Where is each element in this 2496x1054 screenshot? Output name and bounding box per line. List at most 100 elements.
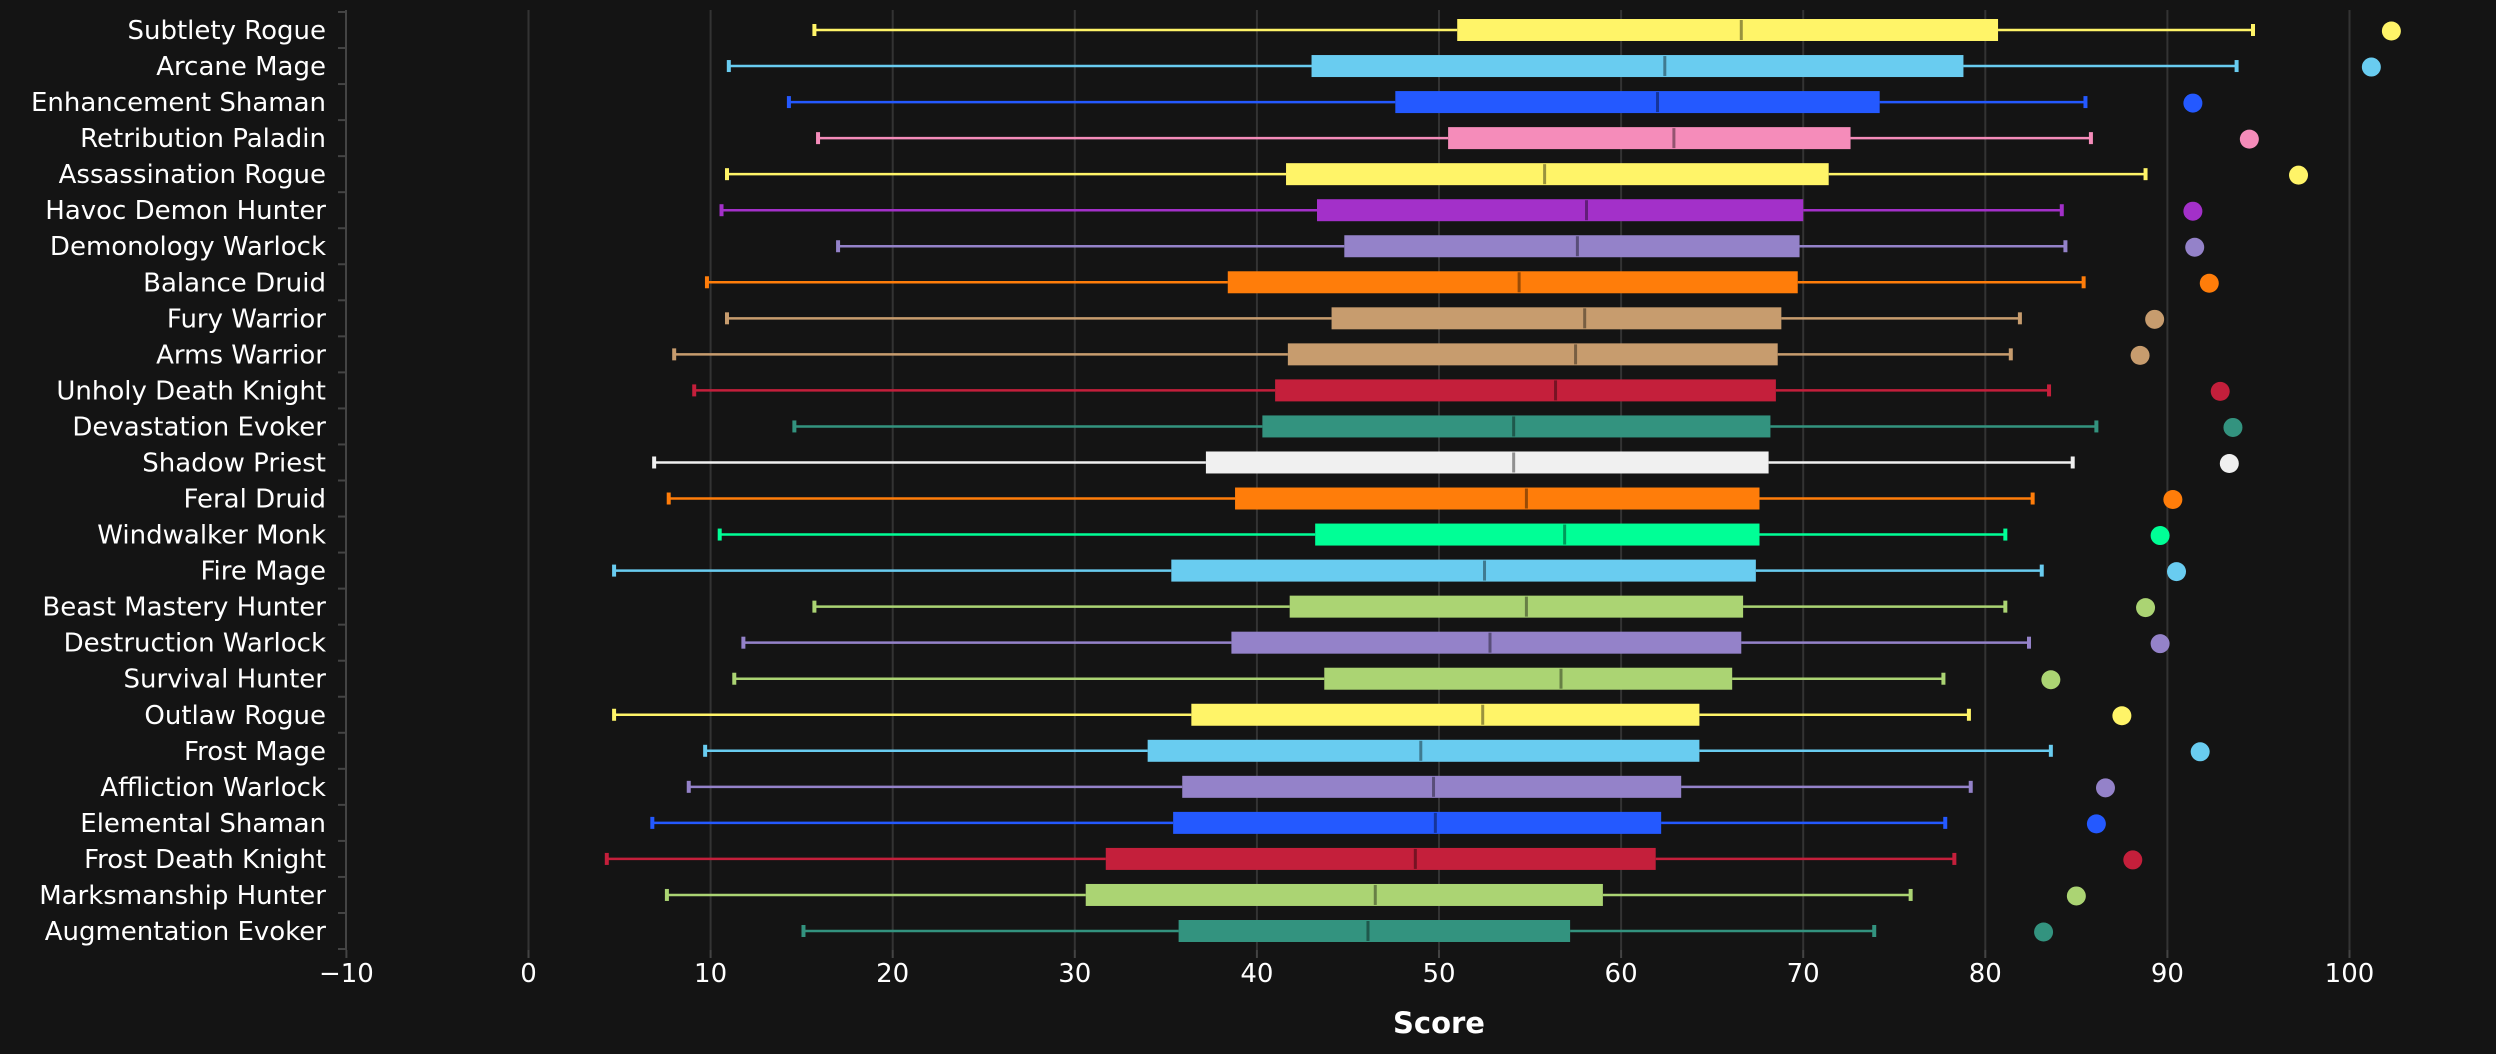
box-beast-mastery-hunter <box>812 595 2156 618</box>
iqr-box <box>1331 307 1782 330</box>
box-outlaw-rogue <box>612 703 2132 726</box>
x-tick-label: 0 <box>520 959 537 989</box>
top-score-point <box>2112 706 2132 726</box>
top-score-point <box>2381 21 2401 41</box>
iqr-box <box>1227 271 1798 294</box>
box-destruction-warlock <box>741 631 2170 654</box>
top-score-point <box>2210 381 2230 401</box>
top-score-point <box>2130 345 2150 365</box>
iqr-box <box>1262 415 1771 438</box>
iqr-box <box>1235 487 1760 510</box>
y-axis-ticks <box>338 10 346 951</box>
iqr-box <box>1315 523 1760 546</box>
x-tick-label: 50 <box>1422 959 1455 989</box>
iqr-box <box>1173 811 1662 834</box>
box-arcane-mage <box>726 55 2381 78</box>
iqr-box <box>1287 343 1778 366</box>
top-score-point <box>2041 670 2061 690</box>
iqr-box <box>1286 163 1829 186</box>
top-score-point <box>2034 922 2054 942</box>
top-score-point <box>2086 814 2106 834</box>
top-score-point <box>2183 201 2203 221</box>
iqr-box <box>1147 739 1700 762</box>
top-score-point <box>2223 417 2243 437</box>
x-tick-label: 90 <box>2151 959 2184 989</box>
top-score-point <box>2150 634 2170 654</box>
x-tick-label: 40 <box>1240 959 1273 989</box>
category-label: Havoc Demon Hunter <box>45 196 326 226</box>
box-fire-mage <box>612 559 2187 582</box>
category-label: Marksmanship Hunter <box>39 881 326 911</box>
iqr-box <box>1457 19 1999 41</box>
box-havoc-demon-hunter <box>719 199 2203 222</box>
box-retribution-paladin <box>816 127 2259 150</box>
box-devastation-evoker <box>792 415 2243 438</box>
box-affliction-warlock <box>686 775 2115 798</box>
category-label: Arms Warrior <box>156 340 326 370</box>
y-axis-category-labels: Subtlety Rogue Arcane Mage Enhancement Sha… <box>31 16 326 947</box>
box-arms-warrior <box>672 343 2150 366</box>
iqr-box <box>1105 847 1656 870</box>
category-label: Windwalker Monk <box>97 521 326 551</box>
iqr-box <box>1311 55 1964 78</box>
top-score-point <box>2136 598 2156 618</box>
category-label: Unholy Death Knight <box>56 376 326 406</box>
box-frost-death-knight <box>604 847 2143 870</box>
iqr-box <box>1085 883 1603 906</box>
box-marksmanship-hunter <box>664 883 2086 906</box>
category-label: Demonology Warlock <box>50 232 326 262</box>
boxes <box>604 19 2401 942</box>
box-demonology-warlock <box>836 235 2205 258</box>
box-assassination-rogue <box>724 163 2309 186</box>
top-score-point <box>2066 886 2086 906</box>
iqr-box <box>1178 920 1571 942</box>
box-unholy-death-knight <box>692 379 2230 402</box>
top-score-point <box>2239 129 2259 149</box>
x-tick-label: 80 <box>1969 959 2002 989</box>
iqr-box <box>1205 451 1769 474</box>
top-score-point <box>2190 742 2210 762</box>
top-score-point <box>2361 57 2381 77</box>
top-score-point <box>2123 850 2143 870</box>
top-score-point <box>2199 273 2219 293</box>
x-axis-tick-labels: −10 0 10 20 30 40 50 60 70 80 90 100 <box>319 959 2374 989</box>
x-tick-label: 30 <box>1058 959 1091 989</box>
top-score-point <box>2095 778 2115 798</box>
top-score-point <box>2183 93 2203 113</box>
x-tick-label: 10 <box>694 959 727 989</box>
box-shadow-priest <box>652 451 2239 474</box>
top-score-point <box>2167 562 2187 582</box>
iqr-box <box>1231 631 1742 654</box>
box-fury-warrior <box>724 307 2165 330</box>
box-elemental-shaman <box>650 811 2106 834</box>
category-label: Survival Hunter <box>124 665 327 695</box>
category-label: Fury Warrior <box>167 304 326 334</box>
iqr-box <box>1289 595 1744 618</box>
iqr-box <box>1344 235 1800 258</box>
category-label: Destruction Warlock <box>64 629 326 659</box>
category-label: Outlaw Rogue <box>144 701 326 731</box>
top-score-point <box>2289 165 2309 185</box>
box-feral-druid <box>666 487 2183 510</box>
x-tick-label: 20 <box>876 959 909 989</box>
category-label: Feral Druid <box>183 485 326 515</box>
top-score-point <box>2163 490 2183 510</box>
category-label: Devastation Evoker <box>72 412 326 442</box>
iqr-box <box>1182 775 1682 798</box>
category-label: Enhancement Shaman <box>31 88 326 118</box>
box-enhancement-shaman <box>786 91 2203 114</box>
category-label: Retribution Paladin <box>80 124 326 154</box>
x-axis-label: Score <box>1393 1006 1485 1040</box>
top-score-point <box>2145 309 2165 329</box>
category-label: Augmentation Evoker <box>45 917 327 947</box>
category-label: Shadow Priest <box>142 448 326 478</box>
x-tick-label: −10 <box>319 959 374 989</box>
iqr-box <box>1324 667 1733 690</box>
category-label: Beast Mastery Hunter <box>42 593 326 623</box>
category-label: Frost Mage <box>184 737 326 767</box>
box-frost-mage <box>703 739 2210 762</box>
x-tick-label: 70 <box>1787 959 1820 989</box>
box-augmentation-evoker <box>801 920 2054 942</box>
category-label: Subtlety Rogue <box>127 16 326 46</box>
